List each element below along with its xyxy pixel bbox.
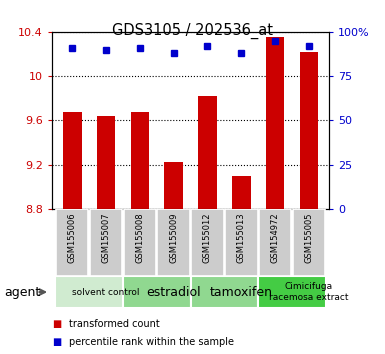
Text: GSM155009: GSM155009 — [169, 212, 178, 263]
Text: GSM155013: GSM155013 — [237, 212, 246, 263]
Text: GDS3105 / 202536_at: GDS3105 / 202536_at — [112, 23, 273, 39]
Bar — [124, 209, 156, 276]
Text: percentile rank within the sample: percentile rank within the sample — [69, 337, 234, 348]
Text: estradiol: estradiol — [146, 286, 201, 298]
Bar — [131, 112, 149, 209]
Bar — [258, 276, 326, 308]
Bar — [293, 209, 325, 276]
Text: GSM155006: GSM155006 — [68, 212, 77, 263]
Text: tamoxifen: tamoxifen — [210, 286, 273, 298]
Text: Cimicifuga
racemosa extract: Cimicifuga racemosa extract — [269, 282, 349, 302]
Bar — [259, 209, 291, 276]
Text: agent: agent — [4, 286, 40, 298]
Bar — [97, 116, 116, 209]
Bar — [232, 176, 251, 209]
Bar — [266, 38, 285, 209]
Text: ■: ■ — [52, 337, 61, 348]
Bar — [300, 52, 318, 209]
Text: GSM154972: GSM154972 — [271, 212, 280, 263]
Bar — [191, 276, 258, 308]
Bar — [198, 96, 217, 209]
Bar — [63, 112, 82, 209]
Bar — [225, 209, 258, 276]
Bar — [164, 162, 183, 209]
Text: GSM155007: GSM155007 — [102, 212, 110, 263]
Bar — [55, 276, 123, 308]
Bar — [191, 209, 224, 276]
Text: transformed count: transformed count — [69, 319, 160, 329]
Text: GSM155012: GSM155012 — [203, 212, 212, 263]
Bar — [157, 209, 190, 276]
Text: GSM155005: GSM155005 — [305, 212, 313, 263]
Text: solvent control: solvent control — [72, 287, 140, 297]
Text: GSM155008: GSM155008 — [136, 212, 144, 263]
Bar — [56, 209, 89, 276]
Text: ■: ■ — [52, 319, 61, 329]
Bar — [123, 276, 191, 308]
Bar — [90, 209, 122, 276]
